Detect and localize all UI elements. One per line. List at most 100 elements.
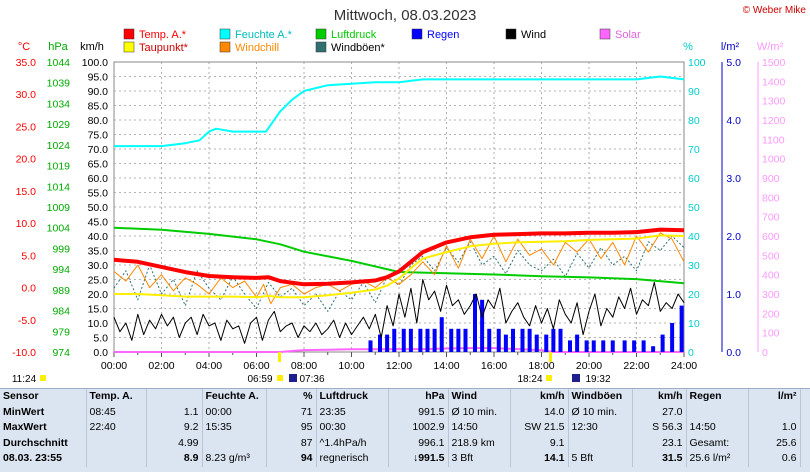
wind-tick-label: 50.0 (88, 202, 109, 214)
stats-cell: 71 (266, 404, 317, 421)
rain-bar (480, 299, 485, 352)
stats-cell: Gesamt: (686, 435, 749, 452)
stats-cell: regnerisch (316, 451, 389, 467)
rain-bar (378, 334, 382, 352)
stats-cell: Feuchte A. (202, 389, 267, 405)
wind-tick-label: 15.0 (88, 304, 109, 316)
stats-cell (568, 435, 633, 452)
solar-tick-label: 1300 (762, 96, 786, 108)
temp-tick-label: -5.0 (18, 315, 36, 327)
stats-cell: 9.1 (510, 435, 569, 452)
wind-line (113, 279, 685, 344)
moonrise-icon (289, 374, 297, 382)
stats-cell: 218.9 km (448, 435, 511, 452)
temp-tick-label: 35.0 (16, 57, 37, 69)
rain-tick-label: 3.0 (726, 173, 741, 185)
legend-swatch (505, 28, 517, 40)
time-tick-label: 16:00 (481, 360, 507, 372)
solar-tick-label: 200 (762, 308, 780, 320)
stats-cell: 5 Bft (568, 451, 633, 467)
legend-label: Windböen* (331, 42, 386, 54)
solar-tick-label: 100 (762, 328, 780, 340)
rain-bar (496, 328, 501, 352)
wind-tick-label: 55.0 (88, 188, 109, 200)
time-tick-label: 14:00 (433, 360, 459, 372)
stats-cell: 1.0 (748, 420, 801, 436)
pressure-tick-label: 1029 (47, 119, 71, 131)
time-tick-label: 04:00 (196, 360, 222, 372)
taupunkt-line (114, 234, 685, 299)
legend-label: Wind (521, 29, 546, 41)
stats-cell: 23:35 (316, 404, 389, 421)
stats-cell: 31.5 (632, 451, 687, 467)
pressure-tick-label: 999 (52, 243, 70, 255)
stats-cell: Temp. A. (86, 389, 147, 405)
pressure-tick-label: 974 (52, 347, 70, 359)
stats-cell: l/m² (748, 389, 801, 405)
legend-swatch (219, 41, 231, 53)
humidity-tick-label: 90 (688, 86, 700, 98)
rain-bar (568, 340, 572, 352)
rain-bar (601, 340, 606, 352)
temp-tick-label: 15.0 (16, 186, 37, 198)
stats-cell: 4.99 (146, 435, 203, 452)
rain-bar (641, 340, 646, 352)
wind-tick-label: 35.0 (88, 246, 109, 258)
solar-tick-label: 400 (762, 270, 780, 282)
legend-swatch (219, 28, 231, 40)
axis-ticks: 35.0 30.0 25.0 20.0 15.0 10.0 5.0 0.0 -5.0 -10.0 1… (12, 57, 785, 372)
rain-tick-label: 2.0 (726, 231, 741, 243)
solar-tick-label: 600 (762, 231, 780, 243)
humidity-tick-label: 40 (688, 231, 700, 243)
humidity-tick-label: 70 (688, 144, 700, 156)
temp-a-line (113, 227, 685, 287)
stats-cell: Regen (686, 389, 749, 405)
legend-label: Feuchte A.* (235, 29, 293, 41)
rain-bar (473, 294, 477, 352)
axis-units: °C hPa km/h% l/m² W/m² (18, 41, 784, 53)
sunrise-icon (277, 375, 283, 381)
legend-swatch (315, 28, 327, 40)
stats-row: MinWert 08:45 1.1 00:00 71 23:35 991.5 Ø 10 min… (0, 404, 801, 421)
sunrise-time: 06:59 (247, 374, 272, 385)
rain-bar (544, 334, 549, 352)
rain-bar (408, 328, 413, 352)
rain-bar (575, 334, 580, 352)
stats-cell: S 56.3 (632, 420, 687, 436)
stats-cell: 22:40 (86, 420, 147, 436)
pressure-tick-label: 1009 (47, 202, 71, 214)
humidity-tick-label: 10 (688, 318, 700, 330)
legend-label: Regen (427, 29, 459, 41)
pressure-axis-unit: hPa (48, 41, 68, 53)
rain-bar (622, 340, 627, 352)
statistics-panel: Sensor Temp. A. Feuchte A.% Luftdruck hPa Win… (0, 388, 810, 472)
sunrise-tick (278, 352, 281, 362)
wind-tick-label: 0.0 (93, 347, 108, 359)
stats-cell: hPa (388, 389, 449, 405)
stats-cell (86, 435, 147, 452)
sun-left-icon (40, 375, 46, 381)
rain-tick-label: 1.0 (726, 289, 741, 301)
rain-bar (503, 334, 508, 352)
rain-axis-unit: l/m² (721, 41, 740, 53)
rain-bar (610, 340, 615, 352)
moon-time: 19:32 (585, 374, 610, 385)
rain-bar (439, 317, 444, 352)
pressure-tick-label: 989 (52, 285, 70, 297)
wind-tick-label: 10.0 (88, 318, 109, 330)
sunset-icon (546, 375, 552, 381)
wind-tick-label: 80.0 (88, 115, 109, 127)
stats-cell: 12:30 (568, 420, 633, 436)
pressure-tick-label: 984 (52, 306, 70, 318)
moonset-icon (572, 374, 580, 382)
stats-cell: 0.6 (748, 451, 801, 467)
humidity-tick-label: 0 (688, 347, 694, 359)
stats-cell: Ø 10 min. (568, 404, 633, 421)
stats-cell: Sensor (0, 389, 87, 405)
stats-cell: 996.1 (388, 435, 449, 452)
solar-tick-label: 300 (762, 289, 780, 301)
stats-cell: 94 (266, 451, 317, 467)
rain-tick-label: 0.0 (726, 347, 741, 359)
stats-cell: 25.6 l/m² (686, 451, 749, 467)
humidity-tick-label: 100 (688, 57, 706, 69)
